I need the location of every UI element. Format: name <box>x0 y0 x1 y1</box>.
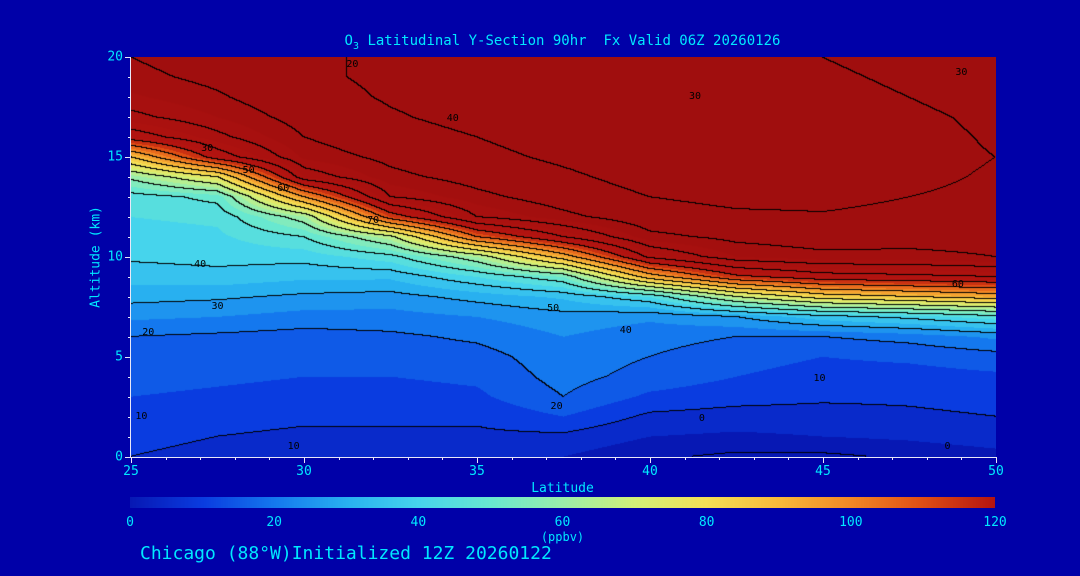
colorbar-tick-label: 100 <box>839 515 863 530</box>
contour-label: 30 <box>211 301 224 312</box>
y-axis-tick <box>128 437 131 438</box>
colorbar-tick-label: 40 <box>410 515 427 530</box>
y-axis-tick <box>125 257 131 258</box>
x-axis-tick <box>131 457 132 463</box>
colorbar-tick-label: 80 <box>698 515 715 530</box>
x-axis-tick <box>961 457 963 460</box>
colorbar-tick-label: 120 <box>983 515 1007 530</box>
x-axis-tick <box>546 457 548 460</box>
y-axis-tick <box>128 337 131 338</box>
y-axis-tick <box>125 157 131 158</box>
x-axis-tick <box>407 457 409 460</box>
x-axis-tick <box>926 457 928 460</box>
contour-label: 0 <box>698 413 705 424</box>
colorbar-unit-label: (ppbv) <box>540 530 585 544</box>
x-axis-tick <box>165 457 167 460</box>
y-axis-tick <box>128 317 131 318</box>
contour-label: 50 <box>242 165 255 176</box>
model-init-label: Chicago (88°W)Initialized 12Z 20260122 <box>140 543 552 564</box>
y-axis-tick <box>128 137 131 138</box>
y-axis-tick <box>128 277 131 278</box>
contour-label: 70 <box>367 215 380 226</box>
x-axis-tick <box>857 457 859 460</box>
y-axis-tick <box>128 197 131 198</box>
x-axis-tick <box>650 457 651 463</box>
x-axis-tick-label: 50 <box>988 464 1004 479</box>
ozone-contour-canvas <box>131 57 996 457</box>
colorbar-tick-label: 0 <box>126 515 134 530</box>
y-axis-tick-label: 15 <box>107 149 123 165</box>
x-axis-tick <box>823 457 824 463</box>
colorbar-tick-label: 20 <box>266 515 282 530</box>
x-axis-tick <box>996 457 997 463</box>
y-axis-tick <box>128 217 131 218</box>
x-axis-tick-label: 25 <box>123 464 139 479</box>
y-axis-tick-label: 10 <box>107 249 123 265</box>
contour-label: 10 <box>287 441 300 452</box>
x-axis-tick <box>684 457 686 460</box>
y-axis-tick <box>128 417 131 418</box>
x-axis-tick <box>442 457 444 460</box>
x-axis-tick-label: 45 <box>815 464 831 479</box>
contour-label: 30 <box>955 67 968 78</box>
y-axis-tick-label: 5 <box>115 349 123 365</box>
contour-label: 0 <box>944 441 951 452</box>
contour-label: 10 <box>135 411 148 422</box>
y-axis-tick <box>128 177 131 178</box>
x-axis-tick <box>753 457 755 460</box>
x-axis-tick <box>200 457 202 460</box>
x-axis-tick <box>304 457 305 463</box>
x-axis-title: Latitude <box>531 481 594 496</box>
x-axis-tick <box>892 457 894 460</box>
x-axis-tick <box>338 457 340 460</box>
chart-title-rest: Latitudinal Y-Section 90hr Fx Valid 06Z … <box>359 33 781 49</box>
x-axis-tick <box>373 457 375 460</box>
contour-label: 30 <box>201 143 214 154</box>
contour-label: 10 <box>813 373 826 384</box>
contour-label: 20 <box>550 401 563 412</box>
y-axis-tick-label: 0 <box>115 449 123 465</box>
x-axis-tick-label: 35 <box>469 464 485 479</box>
contour-label: 20 <box>346 59 359 70</box>
y-axis-tick <box>125 357 131 358</box>
x-axis-tick <box>511 457 513 460</box>
colorbar <box>130 497 995 508</box>
contour-label: 60 <box>951 279 964 290</box>
x-axis-tick <box>269 457 271 460</box>
y-axis-tick <box>128 237 131 238</box>
x-axis-tick <box>580 457 582 460</box>
y-axis-tick <box>128 117 131 118</box>
contour-label: 20 <box>142 327 155 338</box>
chart-title-subscript: 3 <box>352 40 360 52</box>
x-axis-tick <box>615 457 617 460</box>
colorbar-gradient-canvas <box>130 497 995 508</box>
contour-label: 50 <box>547 303 560 314</box>
x-axis-tick <box>477 457 478 463</box>
y-axis-title: Altitude (km) <box>88 206 104 308</box>
contour-plot-area: 25 30 35 40 45 50 0 5 10 15 20 20 30 30 40 30 50 60 70 40 30… <box>107 50 1003 480</box>
y-axis-tick <box>128 377 131 378</box>
y-axis-tick <box>128 97 131 98</box>
y-axis-tick <box>128 77 131 78</box>
chart-title-pre: O <box>344 33 353 49</box>
y-axis-tick-label: 20 <box>107 49 123 65</box>
x-axis-tick <box>788 457 790 460</box>
contour-label: 40 <box>446 113 459 124</box>
contour-label: 30 <box>688 91 701 102</box>
contour-label: 40 <box>619 325 632 336</box>
contour-label: 60 <box>277 183 290 194</box>
x-axis-tick-label: 40 <box>642 464 658 479</box>
y-axis-tick <box>125 57 131 58</box>
colorbar-tick-label: 60 <box>554 515 571 530</box>
chart-title: O3 Latitudinal Y-Section 90hr Fx Valid 0… <box>130 33 995 52</box>
x-axis-tick-label: 30 <box>296 464 312 479</box>
contour-label: 40 <box>194 259 207 270</box>
y-axis-tick <box>128 297 131 298</box>
y-axis-tick <box>128 397 131 398</box>
x-axis-tick <box>234 457 236 460</box>
x-axis-tick <box>719 457 721 460</box>
y-axis-tick <box>125 457 131 458</box>
